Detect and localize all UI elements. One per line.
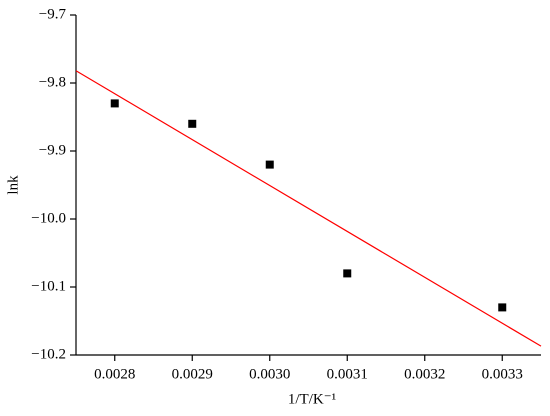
- data-point: [110, 99, 119, 108]
- x-tick-label: 0.0030: [249, 366, 290, 382]
- y-tick-label: −9.8: [39, 74, 66, 90]
- data-point: [265, 160, 274, 169]
- x-tick-label: 0.0032: [404, 366, 445, 382]
- x-tick-label: 0.0028: [94, 366, 135, 382]
- y-axis-label: lnk: [5, 175, 21, 195]
- fit-line: [75, 70, 542, 347]
- y-tick-label: −10.1: [31, 278, 66, 294]
- x-tick-label: 0.0031: [327, 366, 368, 382]
- y-tick-label: −9.7: [39, 6, 67, 22]
- x-axis-label: 1/T/K⁻¹: [288, 391, 336, 407]
- data-point: [343, 269, 352, 278]
- x-tick-label: 0.0029: [172, 366, 213, 382]
- data-point: [498, 303, 507, 312]
- data-point: [188, 119, 197, 128]
- y-tick-label: −9.9: [39, 142, 66, 158]
- y-tick-label: −10.0: [31, 210, 66, 226]
- y-tick-label: −10.2: [31, 346, 66, 362]
- x-tick-label: 0.0033: [482, 366, 523, 382]
